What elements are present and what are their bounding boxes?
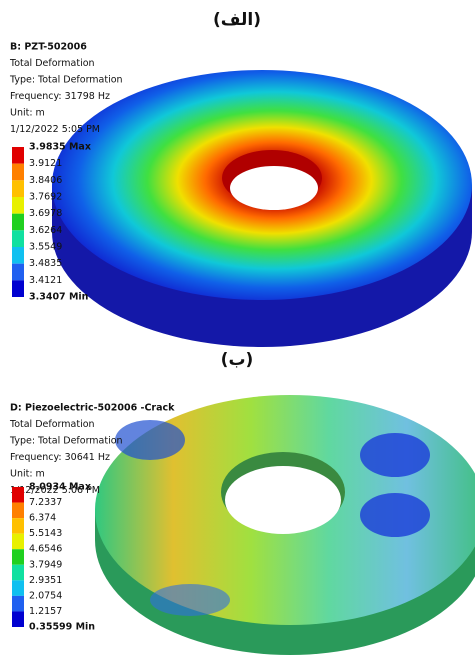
header-line: 1/12/2022 5:05 PM — [10, 124, 100, 135]
legend-swatch — [12, 534, 24, 550]
legend-swatch — [12, 280, 24, 297]
legend-label: 3.6978 — [29, 208, 62, 219]
legend-label: 6.374 — [29, 513, 56, 524]
legend-label: 3.9835 Max — [29, 142, 91, 153]
legend-swatch — [12, 180, 24, 197]
legend-label: 3.7949 — [29, 559, 62, 570]
header-line: Type: Total Deformation — [9, 436, 123, 447]
legend-swatch — [12, 580, 24, 596]
legend-label: 3.3407 Min — [29, 292, 89, 303]
legend-swatch — [12, 230, 24, 247]
legend-swatch — [12, 518, 24, 534]
figure: (الف) B: PZT-502006 Total Deformation Type:… — [0, 0, 475, 658]
header-line: Total Deformation — [9, 419, 95, 430]
legend-label: 3.9121 — [29, 158, 62, 169]
legend-swatch — [12, 549, 24, 565]
legend-swatch — [12, 503, 24, 519]
legend-label: 4.6546 — [29, 544, 62, 555]
legend-label: 3.6264 — [29, 225, 62, 236]
legend-swatch — [12, 164, 24, 181]
legend-label: 7.2337 — [29, 497, 62, 508]
legend-swatch — [12, 197, 24, 214]
header-line: Type: Total Deformation — [9, 75, 123, 86]
legend-swatch — [12, 247, 24, 264]
legend-swatch — [12, 611, 24, 627]
legend-swatch — [12, 565, 24, 581]
legend-label: 0.35599 Min — [29, 622, 95, 633]
legend-swatch — [12, 214, 24, 231]
panel-label: (ب) — [221, 350, 254, 370]
legend-label: 2.0754 — [29, 590, 62, 601]
page: (الف) B: PZT-502006 Total Deformation Type:… — [0, 0, 475, 658]
legend-swatch — [12, 264, 24, 281]
header-line: B: PZT-502006 — [10, 42, 87, 53]
legend-label: 3.7692 — [29, 192, 62, 203]
header-line: Unit: m — [10, 469, 45, 480]
ring-a — [52, 70, 472, 347]
legend-swatch — [12, 487, 24, 503]
legend-label: 3.8406 — [29, 175, 62, 186]
legend-swatch — [12, 147, 24, 164]
legend-label: 3.4121 — [29, 275, 62, 286]
header-line: Frequency: 30641 Hz — [10, 452, 110, 463]
header-line: Frequency: 31798 Hz — [10, 91, 110, 102]
legend-label: 3.5549 — [29, 242, 62, 253]
legend-label: 2.9351 — [29, 575, 62, 586]
legend-label: 1.2157 — [29, 606, 62, 617]
header-line: D: Piezoelectric-502006 -Crack — [10, 403, 175, 414]
legend-label: 8.0934 Max — [29, 482, 91, 493]
ring-b — [95, 395, 475, 655]
panel-label: (الف) — [213, 10, 261, 30]
header-line: Total Deformation — [9, 58, 95, 69]
header-line: Unit: m — [10, 108, 45, 119]
legend-label: 5.5143 — [29, 528, 62, 539]
legend-label: 3.4835 — [29, 258, 62, 269]
legend-swatch — [12, 596, 24, 612]
